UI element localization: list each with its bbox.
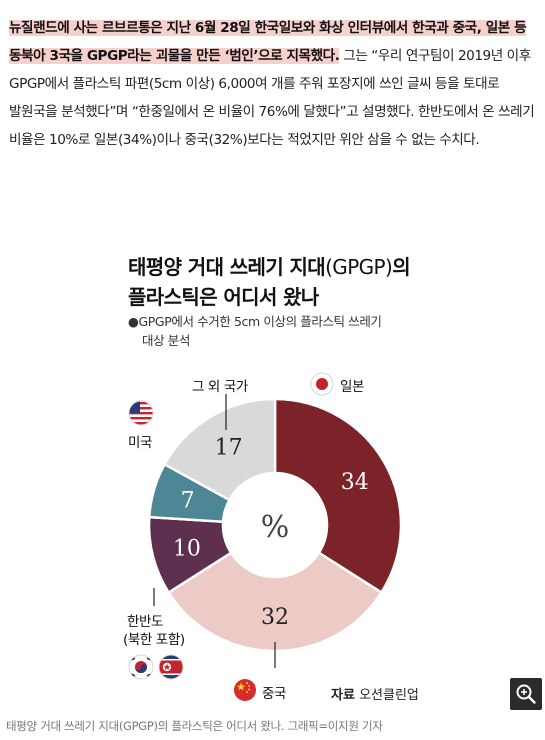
figure-subtitle-line-2: 대상 분석 bbox=[142, 333, 190, 348]
label-korea-line-1: 한반도 bbox=[127, 614, 164, 630]
source-credit: 자료 오션클린업 bbox=[331, 684, 419, 703]
figure-subtitle-line-1: ●GPGP에서 수거한 5cm 이상의 플라스틱 쓰레기 bbox=[128, 314, 382, 329]
label-others: 그 외 국가 bbox=[192, 379, 248, 395]
value-label-others: 17 bbox=[215, 436, 243, 461]
figure-title-part-2: 플라스틱은 어디서 왔나 bbox=[128, 285, 319, 309]
article-paragraph: 뉴질랜드에 사는 르브르통은 지난 6월 28일 한국일보와 화상 인터뷰에서 … bbox=[9, 14, 537, 154]
zoom-button[interactable] bbox=[510, 678, 542, 710]
figure-title: 태평양 거대 쓰레기 지대(GPGP)의 플라스틱은 어디서 왔나 bbox=[128, 252, 488, 312]
article-body-text: 그는 “우리 연구팀이 2019년 이후 GPGP에서 플라스틱 파편(5cm … bbox=[9, 48, 535, 148]
figure-title-part-1: 태평양 거대 쓰레기 지대 bbox=[128, 255, 326, 279]
south-korea-flag-icon bbox=[128, 654, 154, 680]
label-china: 중국 bbox=[262, 686, 287, 702]
label-korea-line-2: (북한 포함) bbox=[123, 632, 185, 648]
figure-title-part-1b: 의 bbox=[392, 255, 411, 279]
usa-flag-icon bbox=[128, 400, 154, 426]
label-usa: 미국 bbox=[128, 435, 153, 451]
infographic-figure: 태평양 거대 쓰레기 지대(GPGP)의 플라스틱은 어디서 왔나 ●GPGP에… bbox=[0, 232, 545, 714]
figure-subtitle: ●GPGP에서 수거한 5cm 이상의 플라스틱 쓰레기 대상 분석 bbox=[128, 312, 488, 350]
donut-hole bbox=[223, 473, 327, 577]
label-japan: 일본 bbox=[340, 379, 365, 395]
north-korea-flag-icon bbox=[158, 654, 184, 680]
zoom-in-icon bbox=[516, 684, 536, 704]
value-label-china: 32 bbox=[261, 605, 289, 630]
china-flag-icon bbox=[234, 679, 256, 701]
figure-title-gpgp: (GPGP) bbox=[325, 255, 393, 279]
source-label: 자료 bbox=[331, 688, 355, 703]
figure-caption: 태평양 거대 쓰레기 지대(GPGP)의 플라스틱은 어디서 왔나. 그래픽=이… bbox=[6, 719, 383, 733]
value-label-usa: 7 bbox=[181, 489, 195, 514]
value-label-korea: 10 bbox=[173, 537, 201, 562]
japan-flag-icon bbox=[310, 372, 334, 396]
donut-chart: 34 32 10 7 17 % bbox=[147, 394, 403, 668]
source-value: 오션클린업 bbox=[359, 688, 419, 703]
value-label-japan: 34 bbox=[341, 470, 369, 495]
donut-center-symbol: % bbox=[261, 510, 290, 545]
